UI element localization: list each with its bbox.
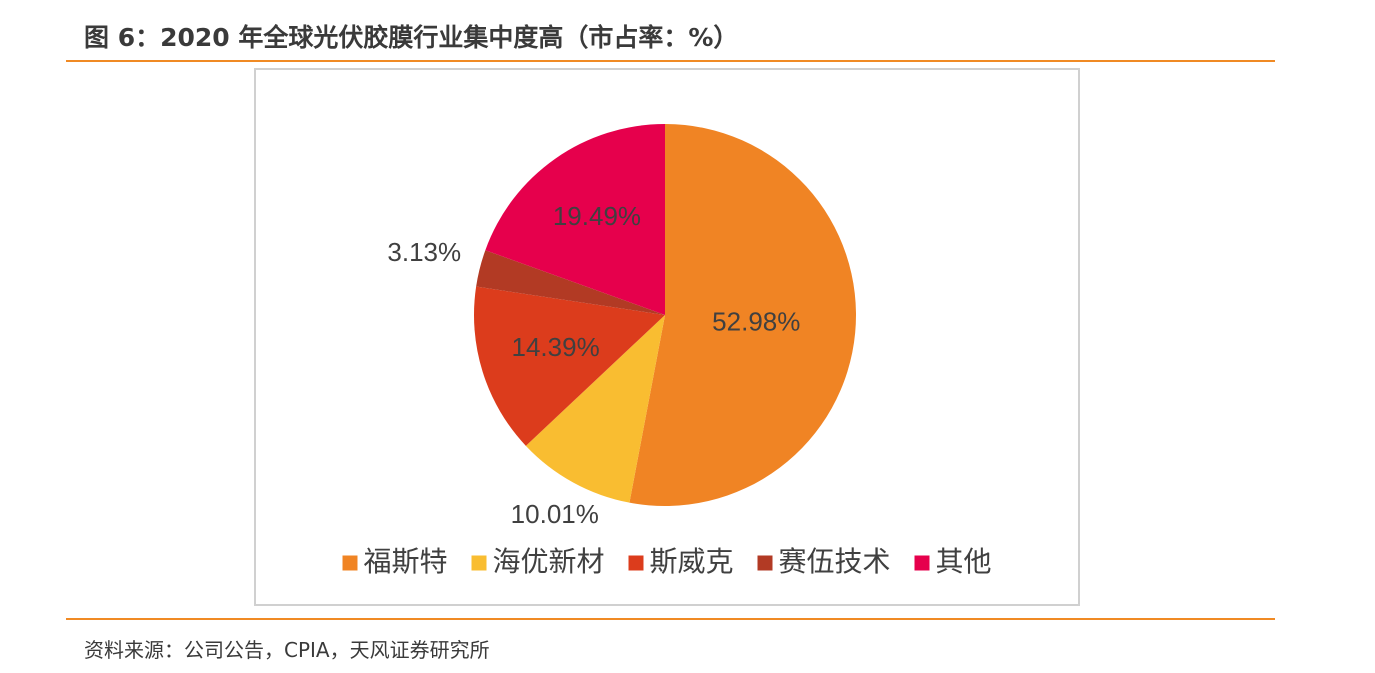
legend-label-5: 其他 [936,545,992,578]
legend-label-1: 福斯特 [364,545,448,578]
pie-slice-2 [525,315,665,503]
legend-swatch-2 [471,555,487,571]
legend-label-2: 海优新材 [493,545,605,578]
legend-swatch-1 [342,555,358,571]
legend-label-4: 赛伍技术 [779,545,891,578]
title-divider [66,60,1275,62]
source-divider [66,618,1275,620]
data-label-1: 52.98% [712,306,800,336]
legend-swatch-4 [757,555,773,571]
legend-label-3: 斯威克 [650,545,734,578]
figure-title: 图 6：2020 年全球光伏胶膜行业集中度高（市占率：%） [84,23,739,52]
pie-slice-4 [476,250,665,315]
data-label-5: 19.49% [553,201,641,231]
data-label-4: 3.13% [387,237,461,267]
data-label-3: 14.39% [512,332,600,362]
pie-slices [474,124,856,506]
data-label-2: 10.01% [511,499,599,529]
pie-slice-5 [485,124,665,315]
pie-slice-1 [629,124,856,506]
source-note: 资料来源：公司公告，CPIA，天风证券研究所 [84,638,490,662]
pie-chart: 52.98% 10.01% 14.39% 3.13% 19.49% 福斯特 海优新材 斯威克… [342,124,992,578]
pie-slice-3 [474,286,665,446]
legend-swatch-3 [628,555,644,571]
chart-frame: 52.98% 10.01% 14.39% 3.13% 19.49% 福斯特 海优新材 斯威克… [254,68,1080,606]
legend-swatch-5 [914,555,930,571]
legend: 福斯特 海优新材 斯威克 赛伍技术 其他 [342,545,992,578]
data-labels: 52.98% 10.01% 14.39% 3.13% 19.49% [387,201,800,529]
